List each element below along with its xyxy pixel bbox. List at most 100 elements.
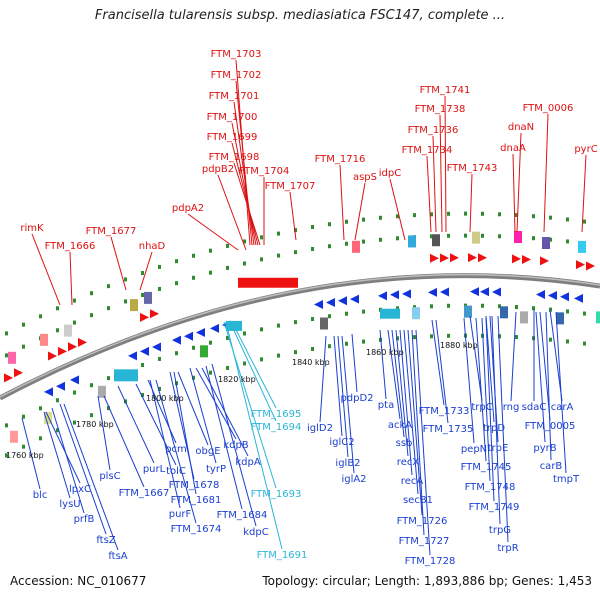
- feature-block: [542, 237, 550, 250]
- tick-dot: [39, 436, 42, 441]
- gene-arrow: [4, 373, 13, 383]
- tick-dot: [396, 306, 399, 311]
- leader-line: [549, 309, 563, 402]
- tick-dot: [498, 212, 501, 217]
- gene-arrow: [576, 260, 585, 270]
- leader-line: [135, 383, 177, 466]
- tick-dot: [413, 213, 416, 218]
- gene-label: pcm: [165, 444, 187, 455]
- tick-dot: [294, 250, 297, 255]
- gene-label: trpE: [488, 443, 509, 454]
- tick-dot: [107, 406, 110, 411]
- leader-line: [510, 311, 517, 402]
- tick-dot: [243, 261, 246, 266]
- tick-dot: [192, 253, 195, 258]
- leader-line: [139, 251, 153, 291]
- leader-line: [555, 311, 567, 474]
- map-title: Francisella tularensis subsp. mediasiati…: [94, 8, 506, 23]
- feature-block: [596, 311, 600, 324]
- feature-block: [432, 234, 440, 247]
- gene-label: lysU: [59, 499, 80, 510]
- feature-block: [200, 345, 208, 358]
- gene-label: tolC: [166, 466, 186, 477]
- leader-line: [435, 319, 449, 424]
- gene-label: carB: [540, 461, 563, 472]
- leader-line: [469, 315, 483, 402]
- tick-dot: [56, 428, 59, 433]
- leader-line: [415, 329, 431, 556]
- kbp-label: 1860 kbp: [366, 348, 404, 357]
- leader-line: [229, 321, 277, 422]
- tick-dot: [209, 370, 212, 375]
- tick-dot: [192, 275, 195, 280]
- tick-dot: [158, 264, 161, 269]
- gene-label: FTM_1700: [207, 112, 258, 123]
- gene-label: FTM_1694: [251, 422, 302, 433]
- gene-arrow: [140, 312, 149, 322]
- topology-summary: Topology: circular; Length: 1,893,886 bp…: [262, 574, 592, 588]
- leader-line: [217, 174, 247, 251]
- leader-line: [233, 101, 255, 246]
- gene-label: lpxC: [69, 484, 91, 495]
- tick-dot: [532, 214, 535, 219]
- gene-label: pdpA2: [172, 203, 204, 214]
- leader-line: [319, 335, 327, 423]
- gene-label: tmpT: [553, 474, 580, 485]
- leader-line: [339, 164, 345, 241]
- leader-line: [337, 335, 349, 458]
- tick-dot: [311, 225, 314, 230]
- gene-arrow: [140, 346, 149, 356]
- tick-dot: [532, 236, 535, 241]
- tick-dot: [311, 347, 314, 352]
- gene-arrow: [468, 253, 477, 263]
- gene-label: purL: [143, 464, 166, 475]
- leader-line: [117, 385, 155, 464]
- leader-line: [399, 329, 413, 476]
- tick-dot: [566, 309, 569, 314]
- leader-line: [387, 329, 401, 420]
- tick-dot: [141, 363, 144, 368]
- tick-dot: [311, 317, 314, 322]
- tick-dot: [277, 253, 280, 258]
- gene-label: FTM_0006: [523, 103, 574, 114]
- leader-line: [543, 113, 549, 233]
- gene-arrow: [78, 337, 87, 347]
- gene-arrow: [314, 299, 323, 309]
- kbp-label: 1780 kbp: [76, 420, 114, 429]
- tick-dot: [583, 219, 586, 224]
- gene-arrow: [338, 296, 347, 306]
- gene-label: FTM_1677: [86, 226, 137, 237]
- gene-label: FTM_1693: [251, 489, 302, 500]
- tick-dot: [345, 219, 348, 224]
- gene-cluster: [238, 277, 298, 288]
- gene-label: FTM_1726: [397, 516, 448, 527]
- tick-dot: [566, 239, 569, 244]
- tick-dot: [158, 386, 161, 391]
- tick-dot: [294, 320, 297, 325]
- leader-line: [45, 411, 81, 484]
- gene-arrow: [44, 387, 53, 397]
- tick-dot: [39, 314, 42, 319]
- gene-label: FTM_1702: [211, 70, 262, 81]
- gene-arrow: [70, 375, 79, 385]
- gene-label: recX: [397, 457, 420, 468]
- tick-dot: [226, 243, 229, 248]
- gene-arrow: [56, 381, 65, 391]
- gene-arrow: [440, 287, 449, 297]
- gene-label: ftsA: [108, 551, 127, 562]
- gene-label: kdpA: [235, 457, 260, 468]
- leader-line: [333, 335, 343, 437]
- leader-line: [103, 395, 145, 488]
- gene-label: recA: [401, 476, 424, 487]
- gene-label: FTM_1674: [171, 524, 222, 535]
- leader-line: [432, 135, 437, 233]
- tick-dot: [566, 217, 569, 222]
- tick-dot: [515, 305, 518, 310]
- tick-dot: [328, 244, 331, 249]
- gene-label: pdpB2: [202, 164, 234, 175]
- tick-dot: [22, 444, 25, 449]
- kbp-label: 1840 kbp: [292, 358, 330, 367]
- tick-dot: [430, 212, 433, 217]
- tick-dot: [124, 299, 127, 304]
